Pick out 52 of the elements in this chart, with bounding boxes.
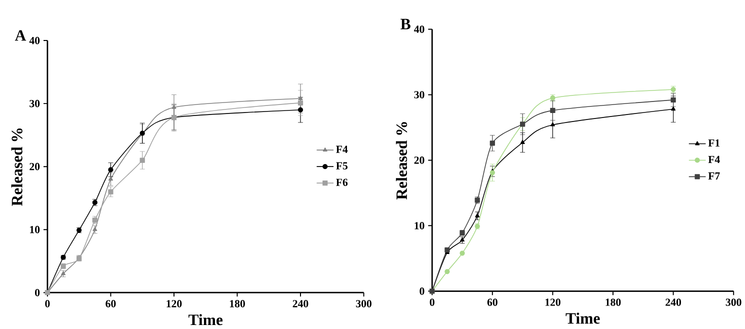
x-tick-label: 120: [166, 300, 182, 308]
x-tick-label: 240: [292, 300, 308, 308]
point: [298, 107, 304, 112]
y-axis-title: Released %: [396, 122, 408, 200]
chart-title: B: [400, 18, 410, 30]
x-tick-label: 300: [356, 300, 372, 308]
x-tick-label: 240: [666, 298, 682, 306]
y-tick-label: 30: [30, 100, 40, 108]
legend-label: F4: [336, 146, 348, 153]
point: [444, 247, 450, 252]
x-tick-label: 180: [230, 300, 245, 308]
x-axis-title: Time: [188, 314, 223, 326]
point: [550, 108, 556, 113]
legend-label: F4: [708, 156, 720, 163]
point: [172, 104, 176, 109]
x-tick-label: 180: [606, 298, 621, 306]
x-tick-label: 0: [45, 300, 50, 308]
point: [444, 268, 450, 274]
point: [550, 122, 555, 126]
point: [671, 106, 676, 111]
point: [670, 97, 676, 102]
chart-title: A: [14, 30, 26, 41]
point: [298, 96, 303, 100]
y-axis-title: Released %: [11, 128, 22, 206]
legend-label: F1: [708, 139, 720, 146]
point: [298, 100, 304, 106]
y-tick-label: 20: [414, 156, 424, 164]
y-tick-label: 40: [414, 26, 424, 33]
y-tick-label: 40: [29, 36, 40, 44]
y-tick-label: 20: [30, 162, 40, 170]
point: [490, 140, 495, 146]
y-tick-label: 30: [414, 91, 424, 98]
y-tick-label: 10: [414, 222, 424, 230]
point: [520, 140, 525, 144]
x-tick-label: 0: [430, 298, 434, 306]
point: [108, 176, 113, 181]
y-tick-label: 0: [35, 288, 40, 296]
point: [460, 250, 465, 256]
x-tick-label: 120: [545, 298, 560, 306]
x-tick-label: 60: [487, 298, 498, 306]
y-tick-label: 10: [30, 226, 40, 234]
legend-label: F7: [708, 172, 720, 180]
x-tick-label: 60: [106, 300, 116, 308]
point: [108, 189, 114, 194]
legend-label: F5: [336, 162, 348, 170]
x-axis-title: Time: [566, 312, 600, 324]
y-tick-label: 0: [420, 287, 424, 295]
point: [140, 158, 145, 163]
point: [108, 167, 114, 172]
point: [92, 218, 98, 223]
x-tick-label: 300: [726, 298, 742, 306]
legend-label: F6: [336, 178, 348, 186]
